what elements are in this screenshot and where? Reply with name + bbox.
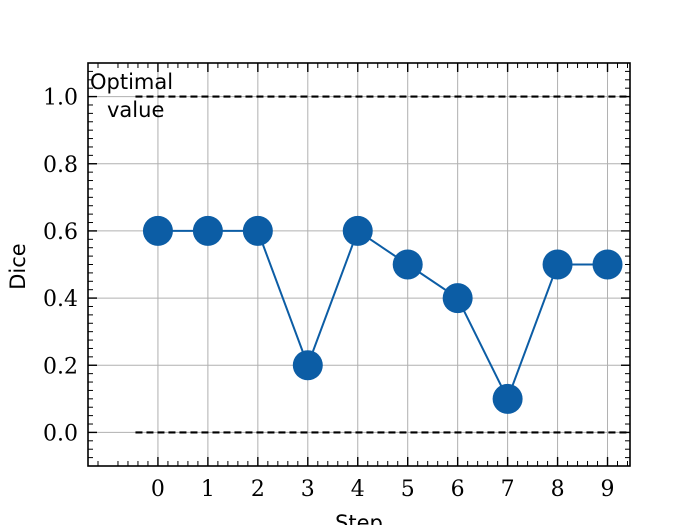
y-axis-label: Dice — [6, 243, 30, 289]
data-point — [292, 350, 323, 381]
data-point — [442, 283, 473, 314]
annotation-line-2: value — [107, 98, 164, 122]
reference-lines — [135, 95, 630, 434]
data-point — [392, 249, 423, 280]
data-point — [242, 215, 273, 246]
data-point — [592, 249, 623, 280]
x-axis-label: Step — [335, 511, 383, 525]
series-line — [157, 229, 608, 402]
x-tick-label: 7 — [501, 477, 515, 502]
ticks — [88, 62, 630, 466]
y-tick-label: 0.2 — [43, 354, 78, 379]
annotation-line-1: Optimal — [90, 70, 173, 94]
series — [142, 215, 623, 414]
y-tick-label: 1.0 — [43, 86, 78, 111]
x-tick-label: 1 — [201, 477, 215, 502]
data-point — [342, 215, 373, 246]
x-tick-label: 6 — [451, 477, 465, 502]
y-tick-label: 0.0 — [43, 421, 78, 446]
data-point — [492, 383, 523, 414]
x-tick-label: 8 — [551, 477, 565, 502]
data-point — [192, 215, 223, 246]
y-tick-label: 0.6 — [43, 220, 78, 245]
y-tick-label: 0.8 — [43, 153, 78, 178]
x-tick-label: 4 — [351, 477, 365, 502]
x-tick-label: 3 — [301, 477, 315, 502]
data-point — [142, 215, 173, 246]
x-tick-label: 9 — [601, 477, 615, 502]
x-tick-label: 2 — [251, 477, 265, 502]
y-tick-label: 0.4 — [43, 287, 78, 312]
data-point — [542, 249, 573, 280]
x-tick-label: 5 — [401, 477, 415, 502]
x-tick-label: 0 — [151, 477, 165, 502]
tick-labels: 0 1 2 3 4 5 6 7 8 9 0.0 0.2 0.4 0.6 0.8 1.0 — [43, 86, 615, 502]
